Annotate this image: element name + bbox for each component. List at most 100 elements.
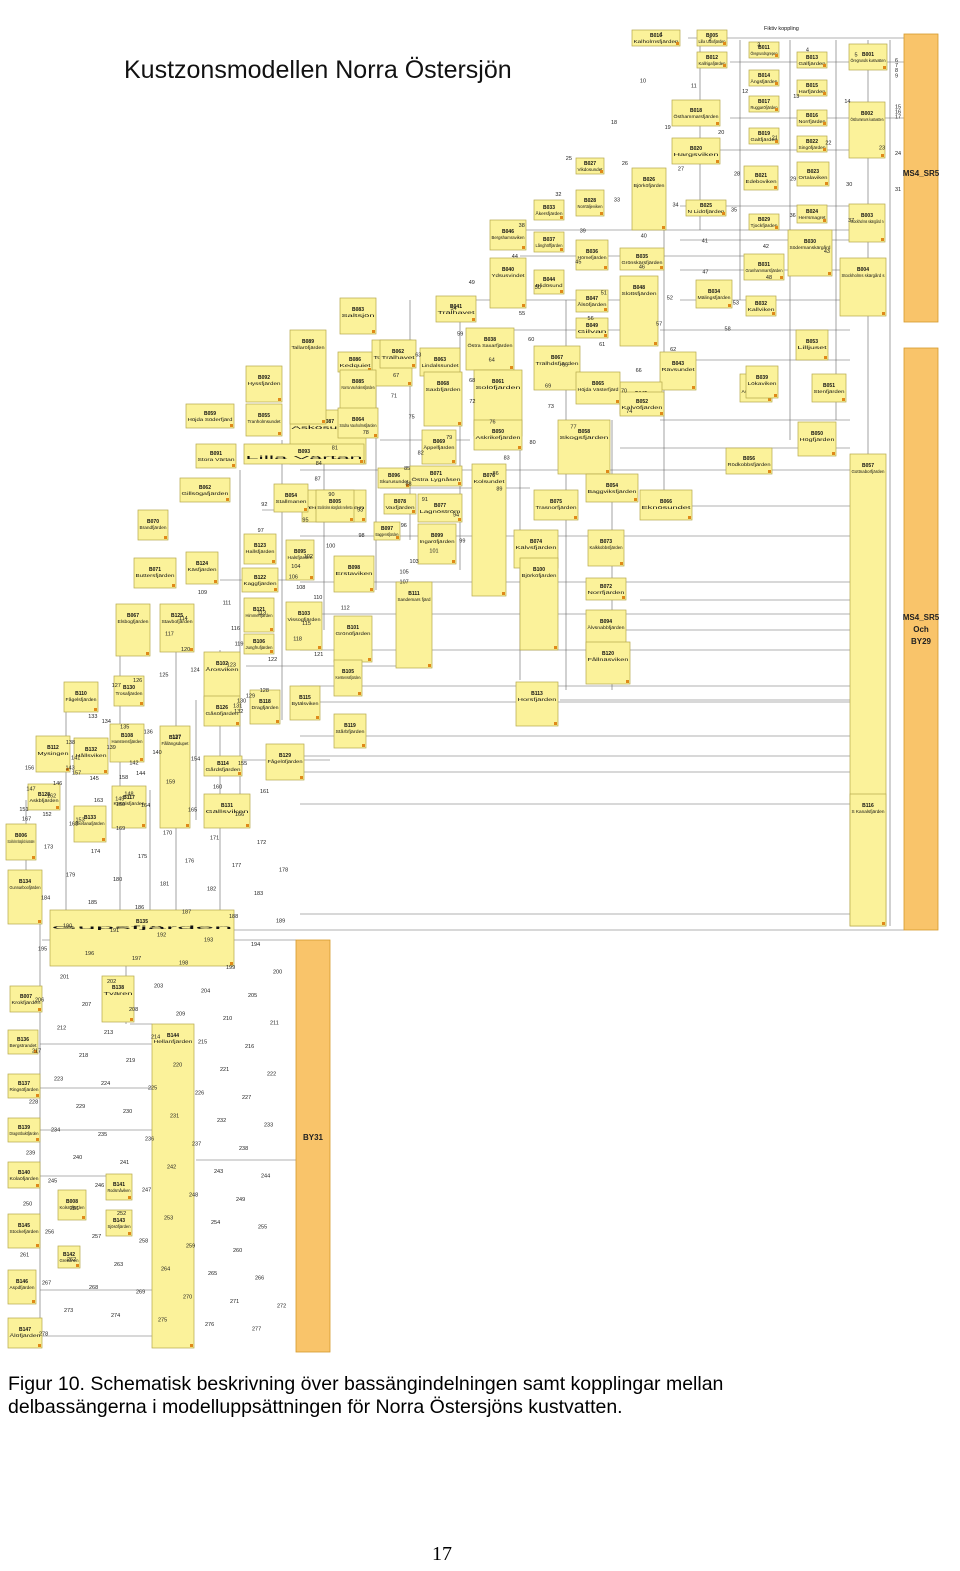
basin-node[interactable]: B038Östra Saxarfjärden <box>465 327 515 371</box>
basin-node[interactable]: B125Stavbofjärden <box>159 603 195 653</box>
basin-node[interactable]: B071Buttersfjärden <box>133 557 177 589</box>
basin-node[interactable]: B029Tjockfjärden <box>748 213 780 231</box>
basin-node[interactable]: B127Fållängsdupet <box>159 725 191 829</box>
basin-node[interactable]: B002Östhammars kustvatten <box>848 101 886 159</box>
basin-node[interactable]: B096Skurusundet <box>377 467 411 489</box>
basin-node[interactable]: B063Lindalssundet <box>419 347 461 377</box>
basin-node[interactable]: B141Rodsmåviken <box>105 1173 133 1201</box>
basin-node[interactable]: B070Brandfjärden <box>137 509 169 541</box>
basin-node[interactable]: B106Jungfrufjärden <box>243 633 275 655</box>
basin-node[interactable]: B072Norrfjärden <box>585 577 627 601</box>
basin-node[interactable]: B035Grönskärsfjärden <box>619 247 665 271</box>
basin-node[interactable]: B030Södermanskärgård <box>787 229 833 277</box>
basin-node[interactable]: B050Högfjärden <box>797 421 837 457</box>
basin-node[interactable]: B113Horsfjärden <box>515 681 559 727</box>
basin-node[interactable]: B083Saltsjön <box>339 297 377 335</box>
basin-node[interactable]: B086Kedquiet <box>337 351 373 373</box>
basin-node[interactable]: B039Lökaviken <box>745 365 779 399</box>
basin-node[interactable]: B123Hallsfjärden <box>243 533 277 565</box>
basin-node[interactable]: B032Kallviken <box>745 295 777 317</box>
basin-node[interactable]: B071Östra Lygnåsen <box>409 465 463 487</box>
basin-node[interactable]: B067Elsbogfjärden <box>115 603 151 657</box>
basin-node[interactable]: B138Tvären <box>101 975 135 1023</box>
basin-node[interactable]: B075Trasnorfjärden <box>533 489 579 521</box>
basin-node[interactable]: B099Ingaröfjärden <box>417 523 457 565</box>
basin-node[interactable]: B021Edeboviken <box>743 165 779 191</box>
basin-node[interactable]: B144Hellanfjärden <box>151 1023 195 1349</box>
basin-node[interactable]: B065Höjda Västerfjärd <box>575 371 621 405</box>
basin-node[interactable]: B064Södra Vaxholmsfjärden <box>337 407 379 439</box>
basin-node[interactable]: B098Erstaviken <box>333 555 375 593</box>
basin-node[interactable]: B041Trälhavet <box>435 295 477 323</box>
basin-node[interactable]: B020Hargsviken <box>671 137 721 165</box>
basin-node[interactable]: B007Krokfjärden <box>9 985 43 1013</box>
basin-node[interactable]: B095Halsfjärden <box>285 539 315 581</box>
basin-node[interactable]: B091Stora Värtan <box>195 443 237 469</box>
basin-node[interactable]: B014Ängsfjärden <box>748 69 780 87</box>
basin-node[interactable]: B118Dragfjärden <box>249 689 281 725</box>
basin-node[interactable]: B139Dragsöbuktfjärden <box>7 1117 41 1143</box>
basin-node[interactable]: B026Björköfjärden <box>631 167 667 231</box>
basin-node[interactable]: B132Hållsviken <box>73 737 109 775</box>
basin-node[interactable]: B055Tranholmsundet <box>245 403 283 437</box>
basin-node[interactable]: B062Gillsögafjärden <box>179 477 231 503</box>
basin-node[interactable]: B013Gälfjärden <box>796 51 828 69</box>
basin-node[interactable]: B017Ruggaröfjärden <box>748 95 780 113</box>
basin-node[interactable]: B143Sjösöfjärden <box>105 1209 133 1237</box>
basin-node[interactable]: B119Stårbfjärden <box>333 713 367 749</box>
basin-node[interactable]: B043Rävsundet <box>659 351 697 391</box>
basin-node[interactable]: B124Käsfjärden <box>185 551 219 585</box>
basin-node[interactable]: B136Bergstrandet <box>7 1029 39 1055</box>
basin-node[interactable]: B111Sandemars fjärd <box>395 581 433 669</box>
basin-node[interactable]: B085Norra Vaxholmsfjärden <box>339 369 377 413</box>
basin-node[interactable]: B011Öregrundsgrepen <box>748 41 780 59</box>
basin-node[interactable]: B122Kaggfjärden <box>241 567 279 593</box>
basin-node[interactable]: B117Kanalsfjärden <box>111 785 147 829</box>
basin-node[interactable]: B076Kolsundet <box>471 463 507 597</box>
basin-node[interactable]: B097Baggensfjärden <box>373 521 401 541</box>
basin-node[interactable]: B019Galtfjärden <box>748 127 780 145</box>
basin-node[interactable]: B089Tallaröfjärden <box>289 329 327 425</box>
basin-node[interactable]: B114Gårdsfjärden <box>203 755 243 777</box>
basin-node[interactable]: B024Herrsmagret <box>796 204 828 224</box>
basin-node[interactable]: B048Slottsfjärden <box>619 275 659 347</box>
basin-node[interactable]: B004Stockholms skärgård s <box>839 257 887 317</box>
basin-node[interactable]: B022Singöfjärden <box>796 135 828 153</box>
basin-node[interactable]: B054Stallmanen <box>273 483 309 513</box>
basin-node[interactable]: B016Norrfjärden <box>796 109 828 127</box>
basin-node[interactable]: B068Saxbfjärden <box>423 371 463 427</box>
basin-node[interactable]: B062Trälhavet <box>379 339 417 369</box>
basin-node[interactable]: B078Vaxfjärden <box>383 493 417 515</box>
basin-node[interactable]: B067Trälhdsfjärden <box>533 345 581 391</box>
basin-node[interactable]: B145Stockefjärden <box>7 1213 41 1249</box>
basin-node[interactable]: B101Grönöfjärden <box>333 615 373 663</box>
basin-node[interactable]: B108Hanstensfjärden <box>109 723 145 763</box>
basin-node[interactable]: B056Rödkobbsfjärden <box>725 447 773 475</box>
basin-node[interactable]: B100Björköfjärden <box>519 557 559 651</box>
basin-node[interactable]: B116S Kanalsfjärden <box>849 793 887 927</box>
basin-node[interactable]: B147Älöfjärden <box>7 1317 43 1349</box>
basin-node[interactable]: B023Ortalaviken <box>796 161 830 187</box>
basin-node[interactable]: B028Norrtäljeviken <box>575 189 605 217</box>
basin-node[interactable]: B120Fållnäsviken <box>585 641 631 685</box>
basin-node[interactable]: B126Gåsöfjärden <box>203 695 241 727</box>
basin-node[interactable]: B115Bytälsviken <box>289 685 321 721</box>
basin-node[interactable]: B077Lagnöström <box>417 493 463 523</box>
basin-node[interactable]: B142Grebanen <box>57 1245 81 1269</box>
basin-node[interactable]: B053Lilljuset <box>795 329 829 361</box>
basin-node[interactable]: B050Askrikefjärden <box>473 419 523 451</box>
basin-node[interactable]: B105Kerstenssfjärden <box>333 659 363 697</box>
basin-node[interactable]: B093Lilla Värtan <box>243 443 365 465</box>
basin-node[interactable]: B058Skogsfjärden <box>557 419 611 475</box>
basin-node[interactable]: B110Fågelsfjärden <box>63 681 99 713</box>
basin-node[interactable]: B140Kolaöfjärden <box>7 1161 41 1189</box>
basin-node[interactable]: B008Kolsröfjärden <box>57 1189 87 1221</box>
basin-node[interactable]: B073Kalkkobbsfjärden <box>587 529 625 567</box>
basin-node[interactable]: B047Ålsöfjärden <box>575 289 609 313</box>
basin-node[interactable]: B112Mysingen <box>35 735 71 773</box>
basin-node[interactable]: B052Kalvöfjärden <box>619 391 665 417</box>
basin-node[interactable]: B012Kallrigafjärden <box>696 51 728 69</box>
basin-node[interactable]: B015Harfjärden <box>796 79 828 97</box>
basin-node[interactable]: B037Långhöffjärden <box>533 231 565 253</box>
basin-node[interactable]: B135Gupsfjärden <box>49 909 236 967</box>
